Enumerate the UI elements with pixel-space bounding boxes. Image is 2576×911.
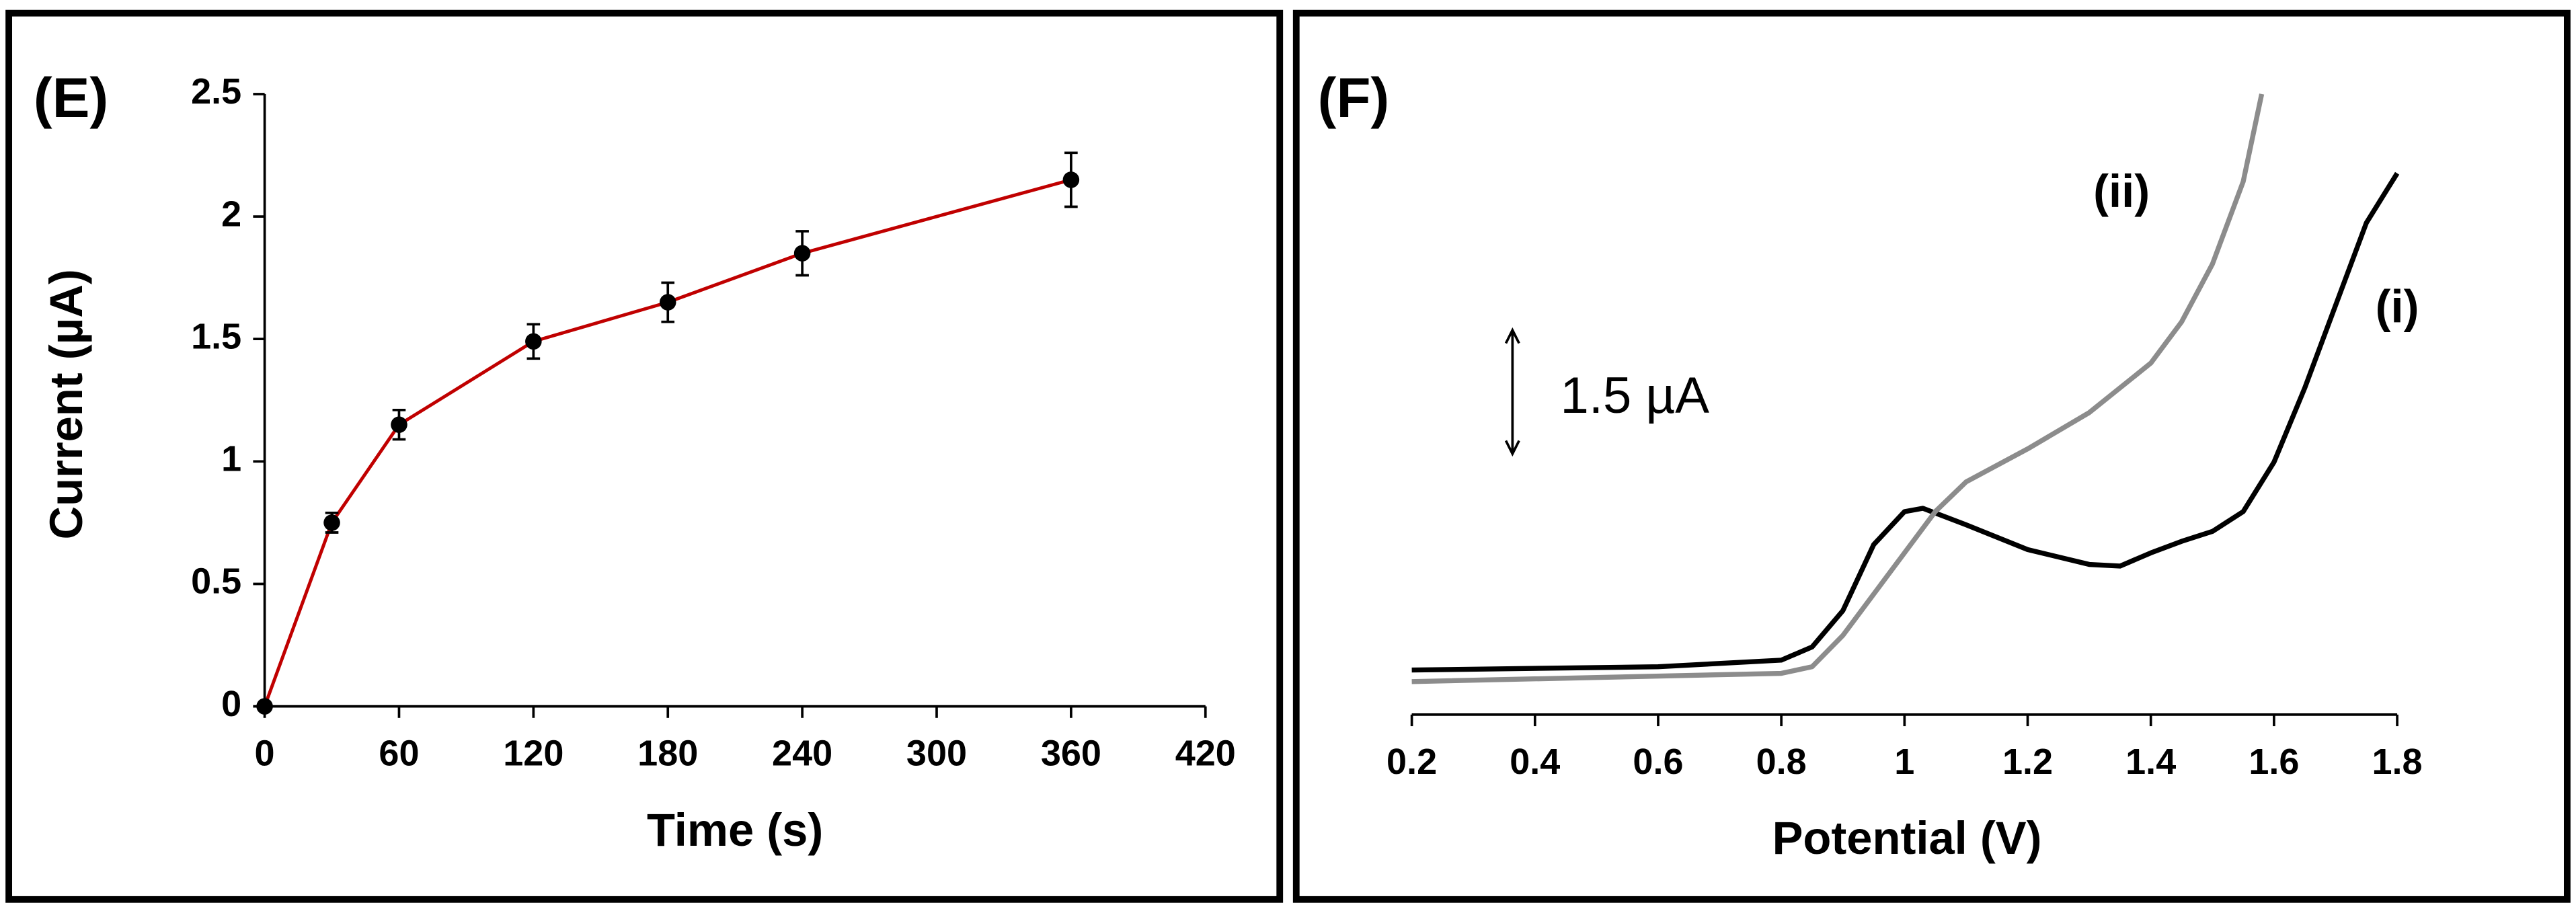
data-line <box>1411 171 2400 673</box>
x-tick-label: 360 <box>1041 734 1101 774</box>
x-tick-label: 0.8 <box>1756 742 1807 782</box>
x-tick-label: 1.6 <box>2249 742 2299 782</box>
x-tick-label: 1 <box>1894 742 1914 782</box>
data-point <box>323 514 340 531</box>
x-tick-label: 60 <box>379 734 419 774</box>
panel-label: (E) <box>34 66 108 129</box>
x-tick-label: 180 <box>637 734 698 774</box>
x-tick-label: 1.4 <box>2125 742 2176 782</box>
y-tick-label: 2 <box>221 194 241 234</box>
scale-bar-label: 1.5 µA <box>1561 367 1710 424</box>
x-tick-label: 0.6 <box>1633 742 1683 782</box>
data-point <box>391 416 407 433</box>
data-point <box>659 294 676 311</box>
data-point <box>525 333 542 350</box>
panel-label: (F) <box>1318 66 1390 129</box>
series-label: (i) <box>2376 281 2419 333</box>
x-tick-label: 0.4 <box>1510 742 1560 782</box>
y-axis-title: Current (µA) <box>40 269 92 539</box>
x-tick-label: 1.8 <box>2372 742 2423 782</box>
x-tick-label: 0.2 <box>1387 742 1437 782</box>
x-axis-title: Potential (V) <box>1772 812 2042 864</box>
y-tick-label: 1 <box>221 439 241 479</box>
data-point <box>793 245 811 262</box>
panel-frame <box>1292 9 2571 903</box>
x-tick-label: 1.2 <box>2002 742 2053 782</box>
x-axis-title: Time (s) <box>647 804 823 856</box>
x-tick-label: 120 <box>503 734 563 774</box>
scale-bar <box>1504 327 1520 457</box>
series-label: (ii) <box>2093 165 2150 217</box>
x-tick-label: 300 <box>906 734 967 774</box>
y-tick-label: 0.5 <box>191 561 241 602</box>
y-tick-label: 0 <box>221 684 241 724</box>
x-tick-label: 240 <box>772 734 832 774</box>
x-tick-label: 420 <box>1175 734 1236 774</box>
x-tick-label: 0 <box>255 734 275 774</box>
data-point <box>256 698 273 715</box>
panel-frame <box>5 9 1284 903</box>
y-tick-label: 1.5 <box>191 316 241 356</box>
data-line <box>263 178 1072 707</box>
data-point <box>1062 171 1080 188</box>
data-line <box>1411 93 2265 684</box>
y-tick-label: 2.5 <box>191 71 241 112</box>
